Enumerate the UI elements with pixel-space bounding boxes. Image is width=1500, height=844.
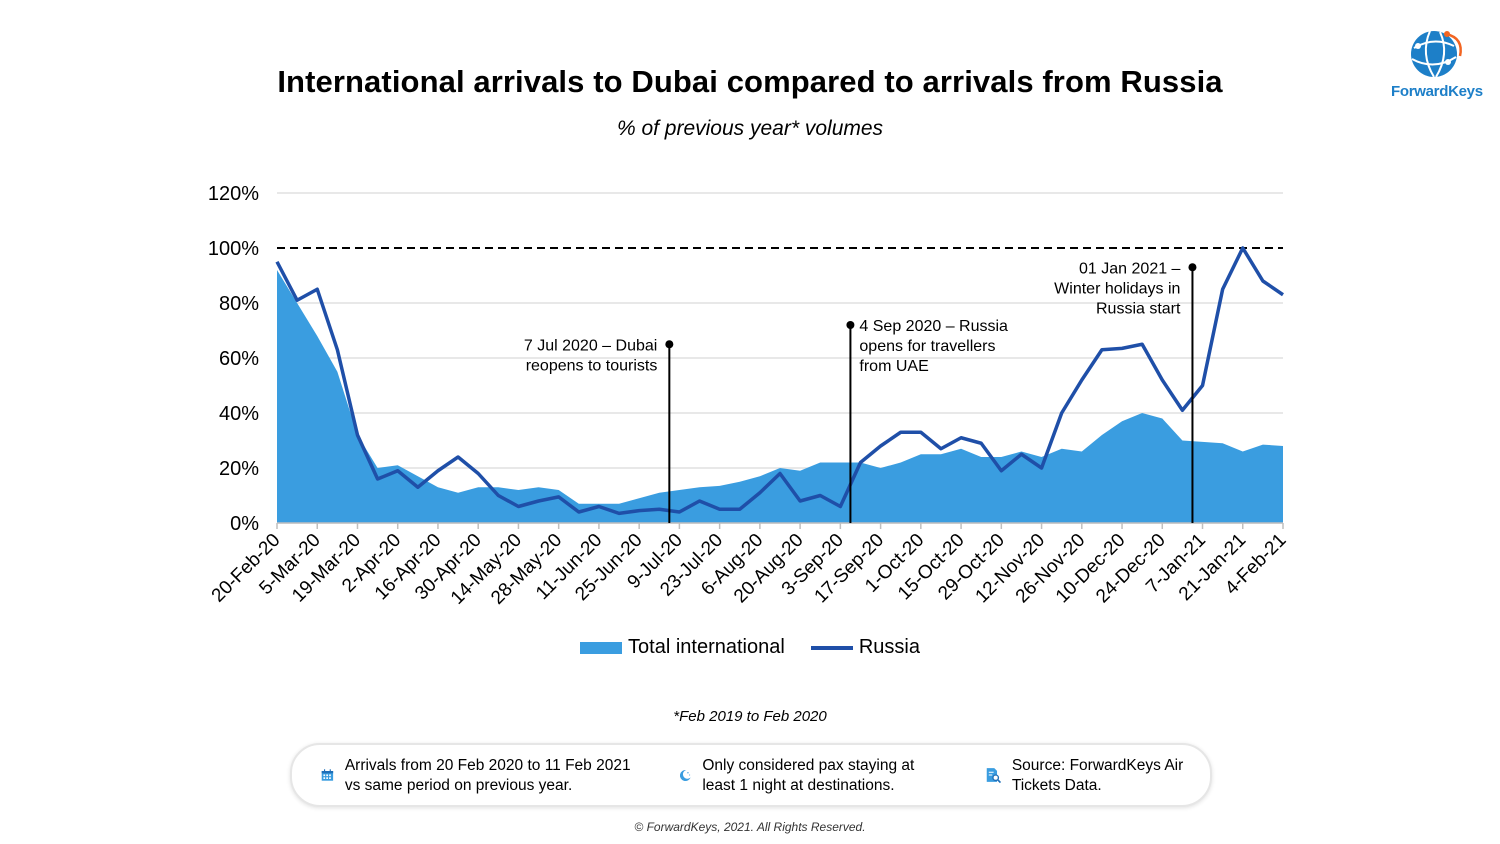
annotation-text: Russia start: [1096, 300, 1181, 317]
info-night-stay: Only considered pax staying at least 1 n…: [678, 756, 928, 796]
document-search-icon: [986, 768, 1002, 784]
footnote: *Feb 2019 to Feb 2020: [673, 708, 827, 725]
annotation-text: opens for travellers: [859, 338, 995, 355]
calendar-icon: [321, 769, 334, 781]
info-arrivals-period: Arrivals from 20 Feb 2020 to 11 Feb 2021…: [320, 756, 640, 796]
legend-item-total-international: Total international: [580, 636, 785, 659]
y-tick-label: 40%: [219, 403, 259, 425]
logo-wordmark: ForwardKeys: [1391, 83, 1483, 100]
copyright: © ForwardKeys, 2021. All Rights Reserved…: [634, 820, 866, 834]
annotation-text: reopens to tourists: [526, 357, 658, 374]
y-tick-label: 100%: [208, 238, 259, 260]
annotation-text: from UAE: [859, 358, 928, 375]
legend-swatch-area: [580, 641, 623, 654]
legend-label-total-international: Total international: [628, 636, 785, 658]
annotation-marker: [1188, 263, 1197, 272]
chart-title: International arrivals to Dubai compared…: [277, 64, 1223, 99]
legend-item-russia: Russia: [810, 636, 920, 659]
annotation-text: Winter holidays in: [1054, 280, 1180, 297]
chart-subtitle: % of previous year* volumes: [616, 117, 884, 140]
chart-area: 0%20%40%60%80%100%120%20-Feb-205-Mar-201…: [208, 183, 1291, 609]
info-source: Source: ForwardKeys Air Tickets Data.: [984, 756, 1194, 796]
annotation-text: 7 Jul 2020 – Dubai: [524, 337, 657, 354]
info-text-night-stay: Only considered pax staying at least 1 n…: [702, 757, 915, 794]
chart-legend: Total international Russia: [0, 636, 1500, 659]
y-tick-label: 120%: [208, 183, 259, 205]
series-line-russia: [275, 246, 1284, 516]
y-tick-label: 60%: [219, 348, 259, 370]
info-box: Arrivals from 20 Feb 2020 to 11 Feb 2021…: [290, 743, 1212, 807]
info-text-arrivals: Arrivals from 20 Feb 2020 to 11 Feb 2021…: [344, 757, 631, 794]
globe-logo-icon: [1411, 30, 1462, 78]
annotation-text: 4 Sep 2020 – Russia: [859, 318, 1008, 335]
y-tick-label: 0%: [230, 513, 259, 535]
legend-swatch-line: [810, 645, 853, 650]
annotation-marker: [665, 340, 674, 349]
annotation-text: 01 Jan 2021 –: [1079, 260, 1181, 277]
annotation-marker: [846, 321, 855, 329]
legend-label-russia: Russia: [858, 636, 920, 658]
y-tick-label: 20%: [219, 458, 259, 480]
info-text-source: Source: ForwardKeys Air Tickets Data.: [1011, 757, 1184, 794]
y-tick-label: 80%: [219, 293, 259, 315]
moon-night-icon: [679, 769, 691, 782]
